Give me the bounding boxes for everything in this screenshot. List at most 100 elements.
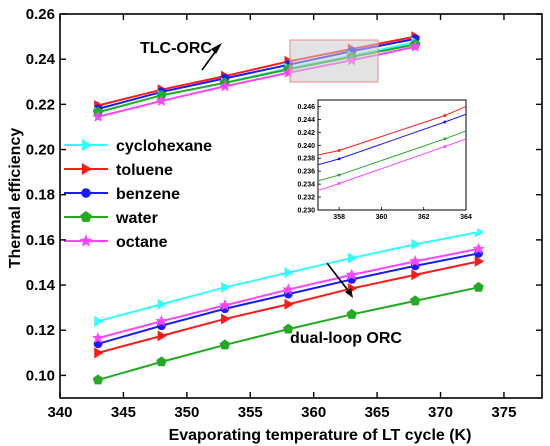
dual-series-toluene: [94, 255, 485, 359]
dual-series-point-octane: [472, 242, 485, 255]
inset-line-2: [317, 130, 467, 182]
legend-label-benzene: benzene: [116, 186, 180, 203]
dual-series-point-cyclohexane: [94, 315, 104, 327]
dual-series-point-water: [346, 308, 357, 319]
legend-item-toluene: toluene: [64, 162, 173, 179]
y-axis-title: Thermal efficiency: [7, 128, 24, 269]
inset-y-tick-label: 0.242: [297, 130, 315, 137]
dual-series-point-octane: [282, 283, 295, 295]
legend-item-water: water: [64, 210, 158, 227]
dual-series-point-water: [219, 339, 231, 350]
tlc-series-point-octane: [92, 110, 105, 122]
y-tick-label: 0.24: [26, 51, 56, 68]
legend-item-benzene: benzene: [64, 186, 180, 203]
x-axis-title: Evaporating temperature of LT cycle (K): [169, 427, 472, 444]
x-tick-label: 370: [428, 404, 453, 421]
dual-series-point-toluene: [411, 269, 421, 281]
y-tick-label: 0.12: [26, 322, 55, 339]
legend-swatch-marker: [81, 163, 92, 175]
x-tick-label: 340: [47, 404, 72, 421]
tlc-orc-arrowhead: [211, 43, 222, 54]
inset-point-1: [337, 157, 341, 161]
inset-point-0: [443, 114, 447, 117]
inset-x-tick-label: 364: [460, 214, 472, 221]
inset-background: [285, 94, 477, 232]
inset-point-2: [443, 137, 447, 141]
inset-y-tick-label: 0.244: [297, 117, 315, 124]
x-tick-label: 375: [491, 404, 516, 421]
dual-series-point-octane: [92, 331, 105, 344]
dual-series-point-octane: [345, 268, 358, 281]
inset-line-1: [317, 113, 467, 166]
dual-series-point-water: [156, 356, 167, 367]
plot-frame: [59, 13, 543, 399]
inset-point-2: [337, 173, 341, 177]
dual-series-octane: [92, 242, 485, 344]
y-tick-label: 0.16: [26, 232, 55, 249]
dual-loop-arrow: [326, 262, 351, 294]
inset-y-tick-label: 0.232: [297, 195, 315, 202]
dual-series-point-octane: [409, 255, 422, 267]
inset-point-3: [443, 145, 447, 148]
axes: Evaporating temperature of LT cycle (K) …: [7, 6, 543, 444]
dual-series-point-octane: [155, 314, 168, 327]
dual-series-point-toluene: [284, 298, 294, 310]
tlc-series-point-octane: [282, 66, 295, 78]
legend-swatch-marker: [81, 188, 91, 198]
x-tick-label: 365: [365, 404, 390, 421]
inset-y-tick-label: 0.234: [297, 182, 315, 189]
dual-series-point-cyclohexane: [284, 267, 294, 279]
y-tick-label: 0.10: [26, 367, 55, 384]
inset-y-tick-label: 0.240: [297, 143, 315, 150]
inset-y-tick-label: 0.238: [297, 156, 315, 163]
tlc-orc-label: TLC-ORC: [140, 40, 212, 57]
legend-swatch-marker: [80, 211, 92, 222]
legend-swatch-marker: [79, 234, 93, 247]
legend-label-toluene: toluene: [116, 162, 173, 179]
y-tick-label: 0.18: [26, 187, 55, 204]
inset-y-tick-label: 0.246: [297, 104, 315, 111]
inset-line-3: [317, 138, 467, 192]
inset-x-tick-label: 362: [418, 214, 430, 221]
inset-point-1: [443, 120, 447, 124]
inset-y-tick-label: 0.236: [297, 169, 315, 176]
zoom-region-box: [289, 39, 379, 83]
dual-series-point-cyclohexane: [221, 281, 231, 293]
dual-series-point-water: [283, 323, 294, 334]
dual-series-point-cyclohexane: [157, 298, 167, 310]
dual-series-point-octane: [218, 299, 231, 311]
annotations: TLC-ORC dual-loop ORC: [140, 39, 402, 347]
dual-series-point-toluene: [474, 255, 485, 267]
x-tick-label: 345: [111, 404, 136, 421]
y-tick-label: 0.22: [26, 96, 55, 113]
legend-swatch-marker: [81, 139, 92, 151]
x-tick-label: 355: [238, 404, 263, 421]
inset-x-tick-label: 360: [376, 214, 388, 221]
legend-label-water: water: [115, 210, 158, 227]
dual-loop-arrowhead: [345, 288, 353, 298]
dual-series-cyclohexane: [94, 226, 485, 327]
dual-series-point-water: [409, 295, 421, 306]
dual-series-water: [92, 281, 484, 385]
dual-series-point-toluene: [221, 313, 231, 325]
legend-label-octane: octane: [116, 234, 168, 251]
dual-loop-orc-label: dual-loop ORC: [290, 330, 402, 347]
y-tick-label: 0.20: [26, 142, 55, 159]
inset-line-0: [317, 106, 467, 156]
x-tick-label: 360: [301, 404, 326, 421]
inset-y-tick-label: 0.230: [297, 208, 315, 215]
inset-point-0: [337, 149, 341, 152]
x-tick-label: 350: [174, 404, 199, 421]
dual-series-point-water: [92, 374, 104, 385]
dual-series-point-cyclohexane: [347, 252, 358, 264]
legend: cyclohexane toluene benzene water octane: [64, 138, 212, 251]
tlc-series-point-octane: [409, 40, 422, 52]
y-tick-label: 0.26: [26, 6, 55, 23]
inset-x-tick-label: 358: [333, 214, 345, 221]
tlc-series-point-octane: [155, 94, 168, 107]
dual-series-point-toluene: [94, 347, 104, 359]
inset-point-3: [337, 182, 341, 185]
inset-plot: 358 360 362 364 0.230 0.232 0.234 0.236 0.238 0.2…: [285, 94, 477, 232]
tlc-series-point-octane: [218, 79, 231, 92]
